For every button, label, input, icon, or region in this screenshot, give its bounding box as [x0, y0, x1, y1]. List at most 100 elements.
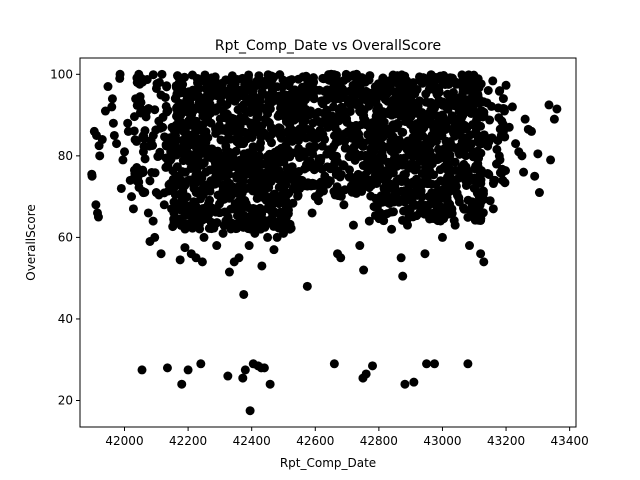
data-point: [425, 73, 435, 83]
data-point: [471, 127, 481, 137]
data-point: [414, 72, 424, 82]
data-point: [339, 200, 349, 210]
data-point: [370, 155, 380, 165]
data-point: [248, 208, 258, 218]
data-point: [138, 105, 148, 115]
data-point: [132, 77, 142, 87]
data-point: [123, 126, 133, 136]
data-point: [360, 170, 370, 180]
data-point: [501, 80, 511, 90]
data-point: [369, 162, 379, 172]
data-point: [194, 98, 204, 108]
data-point: [351, 120, 361, 130]
data-point: [336, 253, 346, 263]
data-point: [269, 153, 279, 163]
data-point: [225, 134, 235, 144]
data-point: [123, 118, 133, 128]
data-point: [275, 218, 285, 228]
data-point: [263, 232, 273, 242]
data-point: [450, 220, 460, 230]
data-point: [151, 188, 161, 198]
data-point: [475, 171, 485, 181]
data-point: [173, 72, 183, 82]
data-point: [257, 192, 267, 202]
data-point: [438, 76, 448, 86]
data-point: [432, 193, 442, 203]
data-point: [234, 139, 244, 149]
data-point: [241, 199, 251, 209]
data-point: [520, 114, 530, 124]
data-point: [432, 136, 442, 146]
data-point: [519, 167, 529, 177]
data-point: [256, 220, 266, 230]
data-point: [115, 69, 125, 79]
data-point: [243, 152, 253, 162]
data-point: [211, 128, 221, 138]
data-point: [116, 183, 126, 193]
data-point: [218, 106, 228, 116]
data-point: [476, 79, 486, 89]
data-point: [226, 113, 236, 123]
data-point: [181, 177, 191, 187]
data-point: [416, 114, 426, 124]
data-point: [348, 220, 358, 230]
data-point: [176, 148, 186, 158]
data-point: [368, 88, 378, 98]
x-tick-label: 43200: [487, 434, 525, 448]
data-point: [436, 216, 446, 226]
data-point: [400, 379, 410, 389]
data-point: [552, 104, 562, 114]
data-point: [365, 71, 375, 81]
data-point: [396, 253, 406, 263]
y-axis-ticks: 20 40 60 80 100: [50, 67, 80, 407]
data-point: [183, 130, 193, 140]
data-point: [180, 243, 190, 253]
data-point: [459, 204, 469, 214]
data-point: [225, 178, 235, 188]
data-point: [450, 157, 460, 167]
data-point: [445, 92, 455, 102]
data-point: [408, 78, 418, 88]
data-point: [185, 113, 195, 123]
data-point: [225, 95, 235, 105]
data-point: [544, 100, 554, 110]
data-point: [266, 174, 276, 184]
data-point: [257, 261, 267, 271]
data-point: [457, 137, 467, 147]
data-point: [368, 121, 378, 131]
data-point: [128, 204, 138, 214]
data-point: [496, 130, 506, 140]
data-point: [268, 191, 278, 201]
data-point: [276, 194, 286, 204]
data-point: [131, 94, 141, 104]
data-point: [488, 76, 498, 86]
data-point: [476, 249, 486, 259]
data-point: [399, 170, 409, 180]
data-point: [297, 130, 307, 140]
data-point: [226, 204, 236, 214]
x-tick-label: 42600: [296, 434, 334, 448]
data-point: [307, 208, 317, 218]
data-point: [460, 95, 470, 105]
data-point: [483, 86, 493, 95]
data-point: [423, 179, 433, 189]
data-point: [533, 149, 543, 159]
data-point: [157, 69, 167, 79]
data-point: [175, 255, 185, 265]
data-point: [158, 122, 168, 132]
data-point: [298, 98, 308, 108]
data-point: [356, 150, 366, 160]
data-point: [163, 105, 173, 115]
data-point: [483, 168, 493, 178]
data-point: [383, 96, 393, 106]
data-point: [127, 192, 137, 202]
x-tick-label: 42400: [233, 434, 271, 448]
data-point: [313, 196, 323, 206]
data-point: [407, 197, 417, 207]
data-point: [253, 181, 263, 191]
data-point: [364, 216, 374, 226]
data-point: [148, 216, 158, 226]
data-point: [388, 207, 398, 217]
data-point: [232, 211, 242, 221]
data-point: [335, 172, 345, 182]
